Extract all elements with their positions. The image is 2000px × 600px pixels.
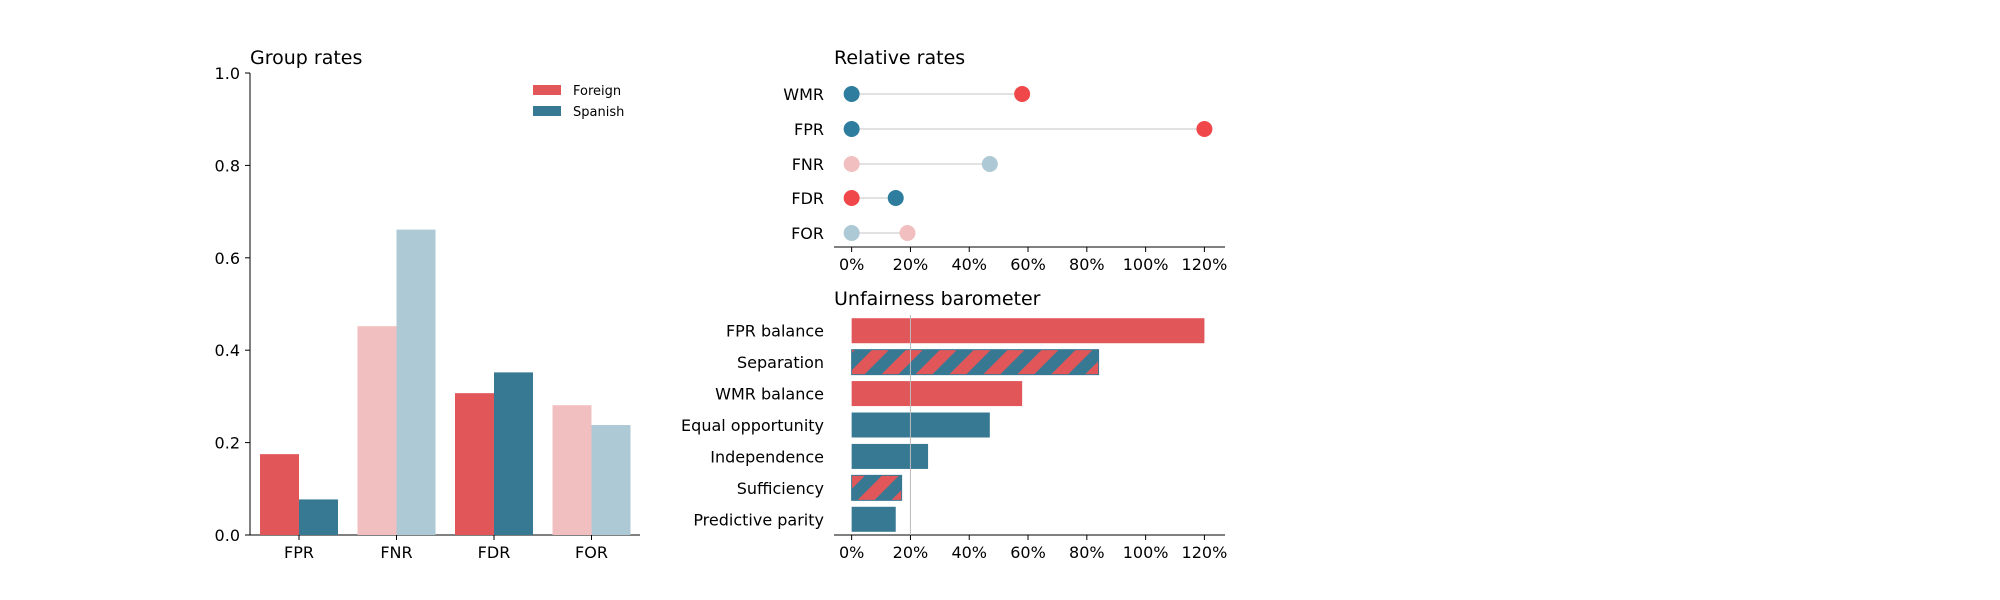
unfairness-barometer-title: Unfairness barometer [834,288,1041,310]
barometer-bar-predictive-parity [851,506,896,532]
x-tick-label: 100% [1123,255,1169,274]
x-tick-label: 20% [893,255,929,274]
dot-spanish-for [843,225,860,241]
x-tick-label: 60% [1010,255,1046,274]
x-tick-label-fnr: FNR [380,543,412,562]
y-tick-label: 1.0 [215,64,240,83]
x-tick-label-fdr: FDR [478,543,511,562]
barometer-bar-separation [851,349,1100,376]
barometer-label-predictive-parity: Predictive parity [693,510,824,529]
bar-foreign-fpr [260,454,299,535]
x-tick-label: 120% [1182,543,1228,562]
unfairness-barometer-chart: Unfairness barometer FPR balance Separati… [681,288,1227,562]
bar-spanish-fnr [396,229,436,536]
barometer-label-independence: Independence [710,447,824,466]
barometer-label-separation: Separation [737,353,824,372]
y-tick-label: 0.2 [215,434,240,453]
x-tick-label: 20% [893,543,929,562]
x-tick-label-fpr: FPR [284,543,314,562]
group-rates-chart: Group rates 0.0 0.2 0.4 0.6 0.8 1.0 FPR FNR FDR F… [215,47,640,562]
x-tick-label: 40% [951,543,987,562]
x-tick-label: 80% [1069,255,1105,274]
row-label-fdr: FDR [791,189,824,208]
x-tick-label: 80% [1069,543,1105,562]
x-tick-label: 60% [1010,543,1046,562]
bar-spanish-fpr [299,499,338,535]
x-tick-label-for: FOR [575,543,608,562]
dot-spanish-wmr [843,86,860,102]
barometer-bar-equal-opportunity [851,412,990,438]
x-tick-label: 0% [839,543,864,562]
group-rates-title: Group rates [250,47,362,69]
barometer-bar-fpr-balance [851,318,1205,344]
relative-rates-title: Relative rates [834,47,965,69]
barometer-label-wmr-balance: WMR balance [715,385,824,404]
barometer-bar-sufficiency [851,474,903,501]
barometer-label-sufficiency: Sufficiency [737,479,824,498]
legend-swatch-spanish [533,106,561,116]
row-label-fnr: FNR [792,155,824,174]
bar-spanish-for [591,425,631,535]
dot-foreign-for [899,225,916,241]
y-tick-label: 0.8 [215,156,240,175]
relative-rates-chart: Relative rates WMR FPR FNR FDR FOR 0% 20% 40% 60… [783,47,1227,274]
bar-spanish-fdr [494,372,533,535]
dot-foreign-fpr [1196,121,1213,137]
bar-foreign-fnr [357,326,397,535]
dot-spanish-fpr [843,121,860,137]
row-label-fpr: FPR [794,120,824,139]
x-tick-label: 100% [1123,543,1169,562]
x-tick-label: 40% [951,255,987,274]
y-tick-label: 0.0 [215,526,240,545]
barometer-bar-wmr-balance [851,381,1023,407]
dot-foreign-wmr [1014,86,1031,102]
dot-spanish-fdr [887,190,904,206]
dot-foreign-fnr [843,156,860,172]
row-label-for: FOR [791,224,824,243]
y-tick-label: 0.6 [215,249,240,268]
bar-foreign-for [552,405,592,535]
legend-label-foreign: Foreign [573,84,621,99]
dot-foreign-fdr [843,190,860,206]
bar-foreign-fdr [455,393,494,535]
x-tick-label: 120% [1182,255,1228,274]
barometer-label-equal-opportunity: Equal opportunity [681,416,824,435]
y-tick-label: 0.4 [215,341,240,360]
barometer-label-fpr-balance: FPR balance [726,322,824,341]
row-label-wmr: WMR [783,85,824,104]
barometer-bar-independence [851,443,929,469]
legend-swatch-foreign [533,85,561,95]
x-tick-label: 0% [839,255,864,274]
legend-label-spanish: Spanish [573,105,624,120]
dot-spanish-fnr [981,156,998,172]
